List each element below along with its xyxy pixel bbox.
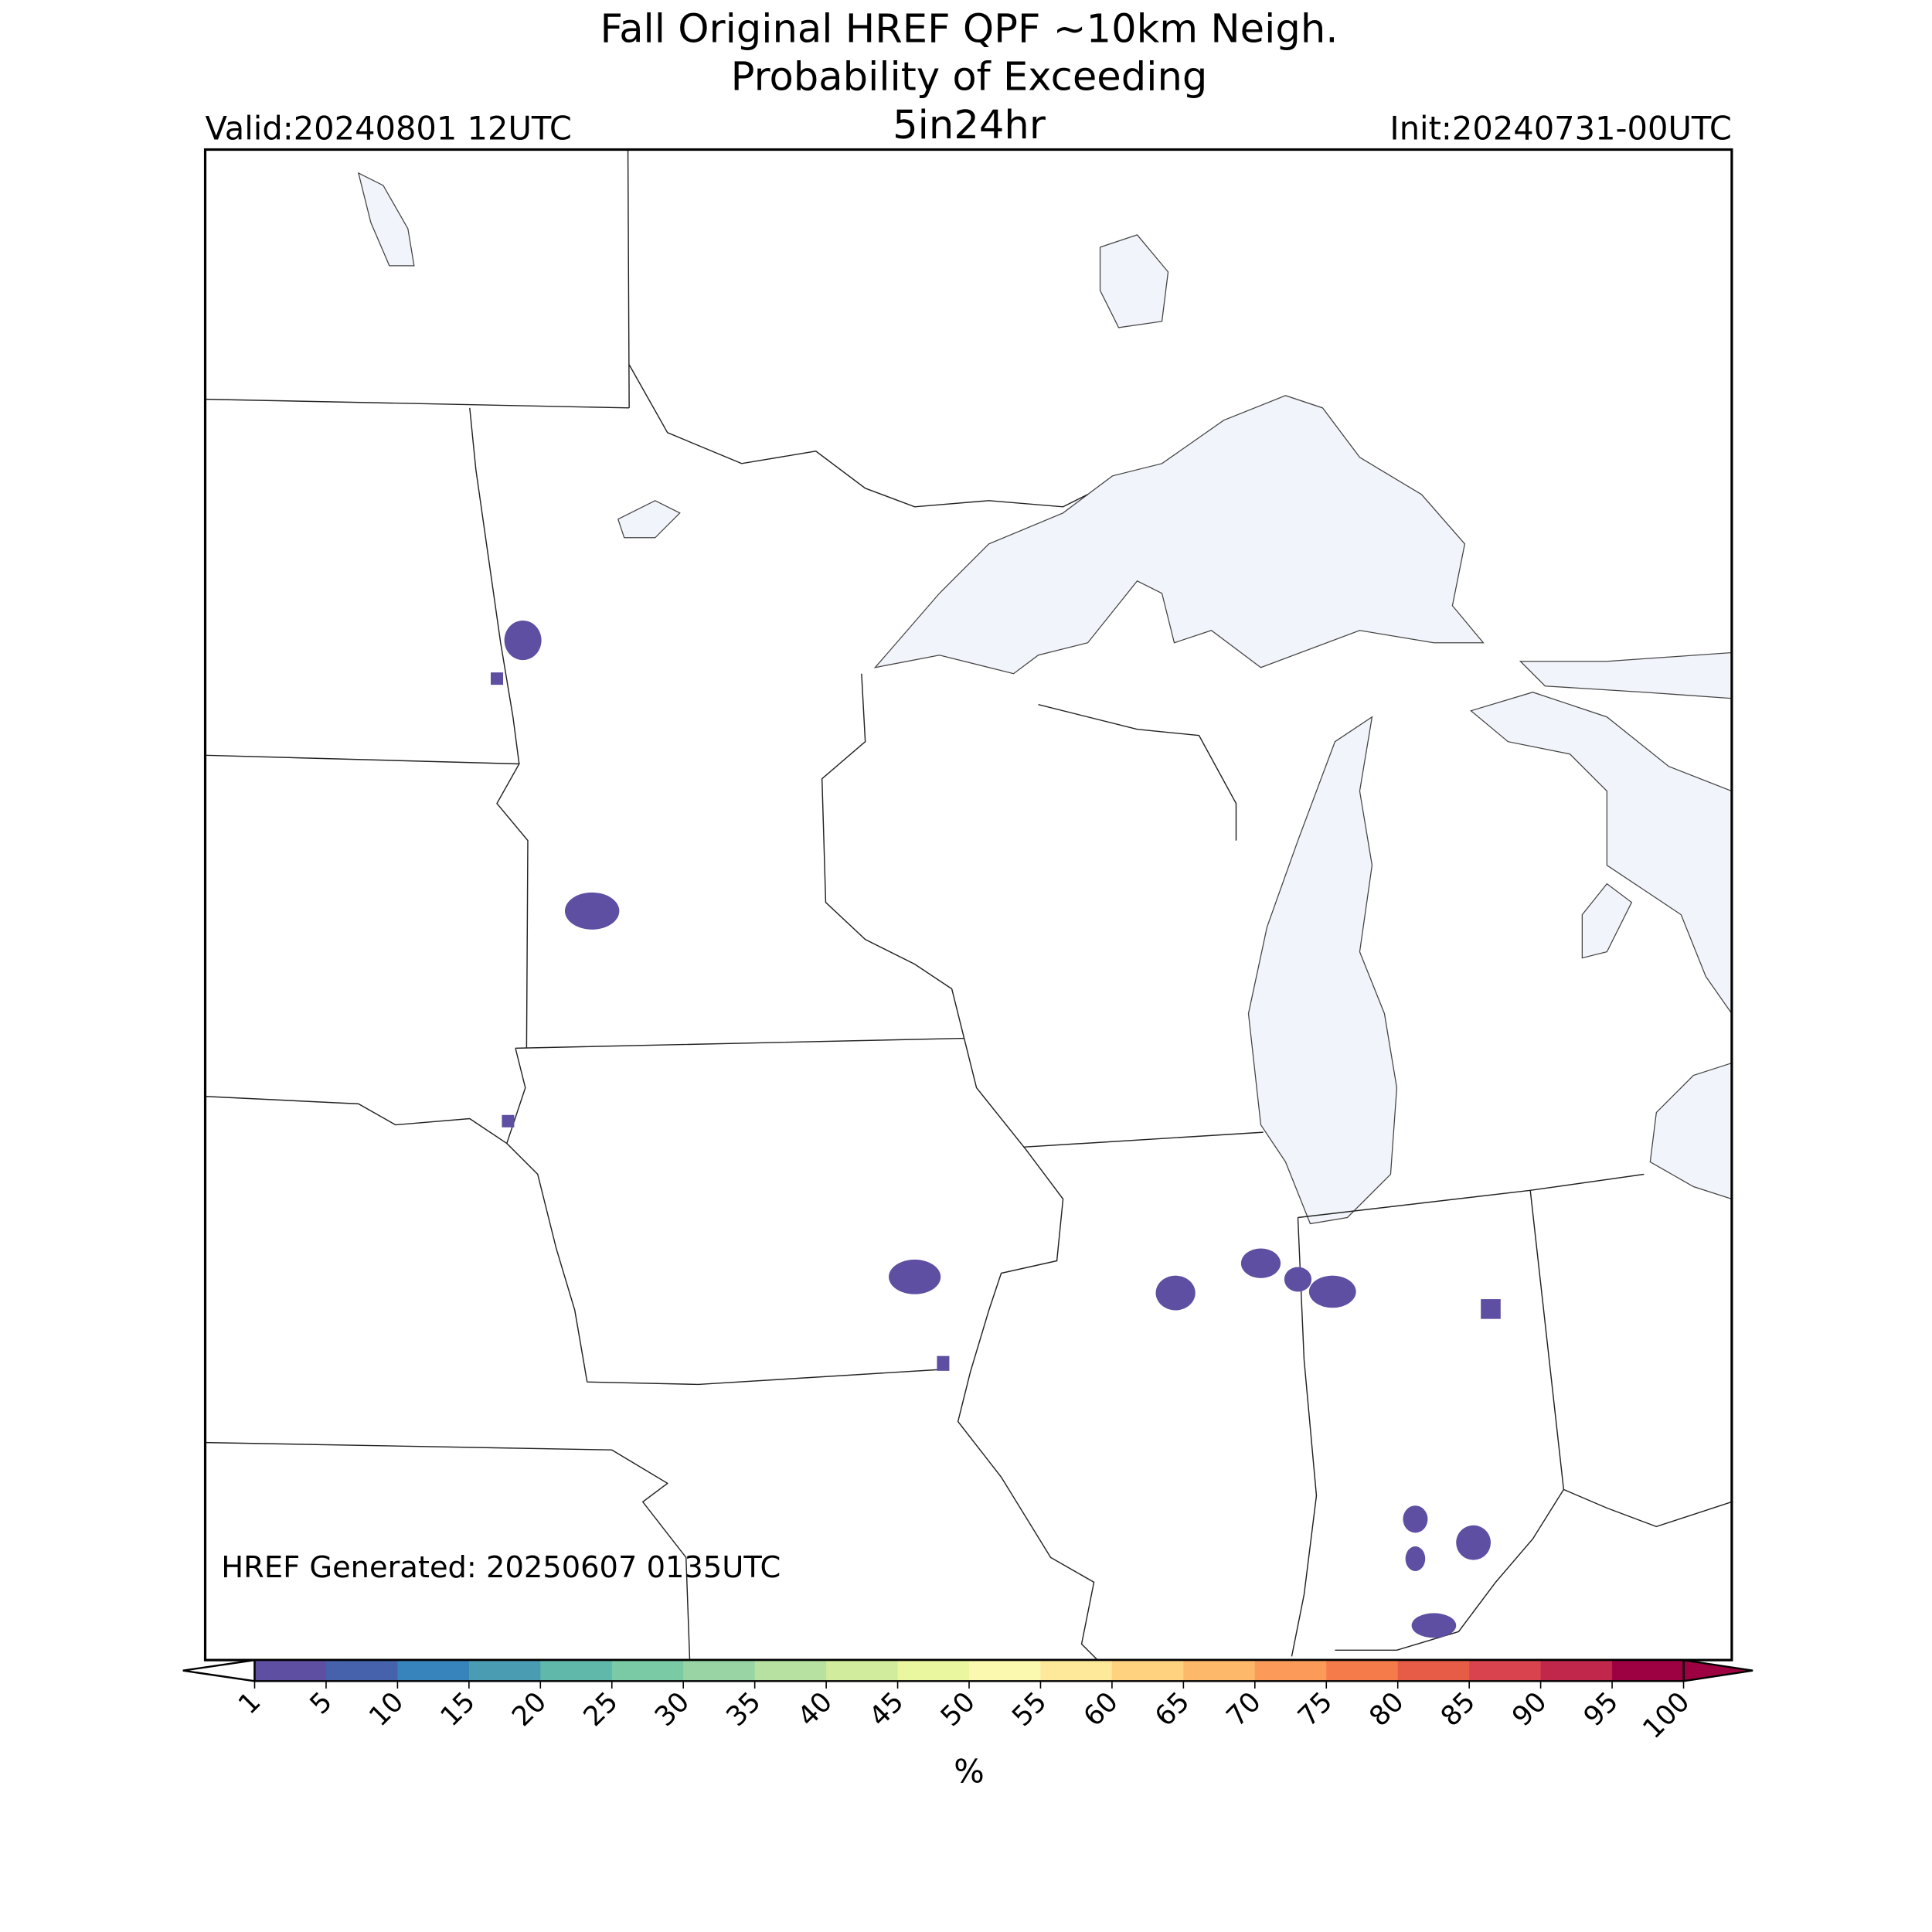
colorbar-segment [325, 1660, 399, 1682]
colorbar-tick-label: 95 [1577, 1685, 1624, 1733]
colorbar-segment [969, 1660, 1042, 1682]
colorbar-segment [468, 1660, 542, 1682]
precip-area [502, 1114, 515, 1128]
colorbar-tick-label: 35 [720, 1685, 767, 1733]
colorbar-segment [1540, 1660, 1613, 1682]
colorbar-segment [826, 1660, 899, 1682]
precip-area [504, 620, 542, 661]
init-time: Init:20240731-00UTC [1389, 110, 1731, 148]
colorbar-segment [897, 1660, 970, 1682]
colorbar-tick-label: 80 [1363, 1685, 1410, 1733]
lake-michigan [1247, 716, 1398, 1225]
precip-area [1411, 1613, 1457, 1638]
precip-area [1308, 1275, 1356, 1308]
colorbar-tick-label: 100 [1637, 1685, 1696, 1744]
state-border [205, 407, 1098, 1661]
title-line: Fall Original HREF QPF ~10km Neigh. [600, 5, 1338, 52]
precip-area [1481, 1299, 1501, 1319]
precip-area [1456, 1525, 1491, 1560]
colorbar-under [182, 1658, 256, 1682]
colorbar-tick-label: 15 [434, 1685, 481, 1733]
colorbar-segment [1397, 1660, 1470, 1682]
colorbar-tick-label: 65 [1149, 1685, 1196, 1733]
colorbar-segment [1612, 1660, 1685, 1682]
precip-area [937, 1355, 950, 1371]
map: HREF Generated: 20250607 0135UTC [203, 148, 1733, 1662]
precip-area [1155, 1275, 1196, 1311]
colorbar-segment [1326, 1660, 1399, 1682]
colorbar-segment [1183, 1660, 1256, 1682]
colorbar-segment [1040, 1660, 1113, 1682]
colorbar-tick-label: 10 [363, 1685, 410, 1733]
lake-superior [873, 395, 1485, 675]
title-line: 5in24hr [893, 102, 1046, 148]
title-line: Probability of Exceeding [731, 54, 1208, 100]
colorbar-tick-label: 50 [934, 1685, 981, 1733]
precip-area [889, 1259, 941, 1294]
colorbar-label: % [954, 1752, 985, 1790]
colorbar-segment [611, 1660, 685, 1682]
colorbar-segment [1111, 1660, 1185, 1682]
colorbar-tick-label: 55 [1006, 1685, 1053, 1733]
colorbar-segment [1469, 1660, 1542, 1682]
colorbar-tick-label: 60 [1077, 1685, 1124, 1733]
colorbar-tick-label: 85 [1434, 1685, 1481, 1733]
colorbar-segment [754, 1660, 827, 1682]
colorbar-tick-label: 70 [1220, 1685, 1267, 1733]
minor-lakes [357, 172, 1169, 539]
precip-area [491, 672, 503, 685]
precip-area [1403, 1505, 1428, 1533]
colorbar-tick-label: 90 [1506, 1685, 1553, 1733]
map-background [205, 149, 1732, 1661]
figure: Fall Original HREF QPF ~10km Neigh. Prob… [182, 5, 1753, 1790]
colorbar: % 1 5 10 15 20 25 30 35 40 45 50 55 60 65 70 75 80 85 90 95… [182, 1658, 1753, 1790]
colorbar-tick-label: 30 [649, 1685, 696, 1733]
precip-area [1284, 1267, 1312, 1292]
colorbar-tick-label: 75 [1292, 1685, 1339, 1733]
colorbar-tick-label: 20 [506, 1685, 553, 1733]
colorbar-over [1682, 1658, 1753, 1682]
colorbar-tick-label: 40 [791, 1685, 838, 1733]
precip-areas [491, 620, 1501, 1638]
colorbar-segment [254, 1660, 327, 1682]
colorbar-tick-label: 5 [304, 1685, 338, 1720]
precip-area [1240, 1248, 1281, 1278]
colorbar-segment [397, 1660, 470, 1682]
border [205, 149, 1088, 508]
lake-huron [1470, 692, 1733, 1015]
colorbar-tick-label: 45 [863, 1685, 910, 1733]
valid-time: Valid:20240801 12UTC [206, 110, 572, 148]
precip-area [564, 892, 620, 930]
colorbar-segment [1254, 1660, 1328, 1682]
colorbar-tick-label: 1 [233, 1685, 267, 1720]
colorbar-tick-label: 25 [577, 1685, 624, 1733]
precip-area [1405, 1546, 1426, 1571]
state-border [205, 673, 1733, 1661]
colorbar-segment [540, 1660, 613, 1682]
colorbar-segment [683, 1660, 756, 1682]
generated-note: HREF Generated: 20250607 0135UTC [221, 1550, 781, 1585]
